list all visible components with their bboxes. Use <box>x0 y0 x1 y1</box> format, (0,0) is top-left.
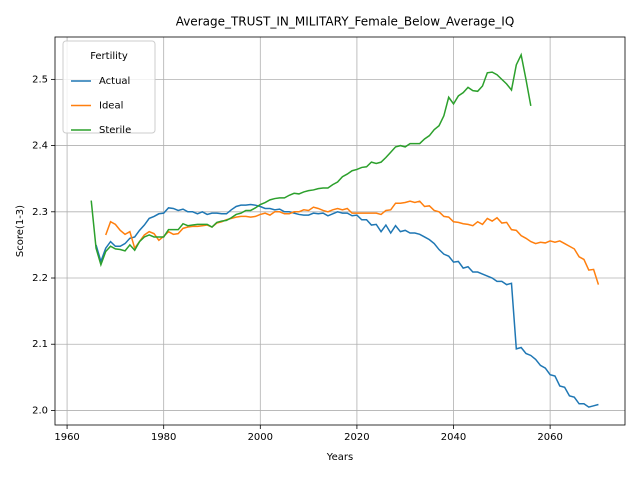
x-tick-label: 2020 <box>344 432 369 443</box>
legend-title: Fertility <box>90 51 128 62</box>
legend-label: Actual <box>99 76 130 87</box>
legend-box <box>62 40 156 134</box>
y-tick-label: 2.2 <box>32 273 48 284</box>
chart-title: Average_TRUST_IN_MILITARY_Female_Below_A… <box>176 15 515 29</box>
legend-label: Sterile <box>99 125 131 136</box>
x-tick-label: 2000 <box>248 432 273 443</box>
x-axis-label: Years <box>326 452 353 463</box>
series-line <box>90 52 532 268</box>
x-tick-label: 2040 <box>441 432 466 443</box>
x-tick-label: 1960 <box>54 432 79 443</box>
y-tick-label: 2.1 <box>32 339 48 350</box>
y-axis-label: Score(1-3) <box>15 205 26 257</box>
y-tick-label: 2.5 <box>32 74 48 85</box>
y-tick-label: 2.3 <box>32 207 48 218</box>
plot-frame <box>54 36 626 426</box>
x-tick-label: 1980 <box>151 432 176 443</box>
y-tick-label: 2.0 <box>32 405 48 416</box>
x-tick-label: 2060 <box>537 432 562 443</box>
series-line <box>95 203 599 408</box>
series-line <box>105 200 600 285</box>
legend-label: Ideal <box>99 101 123 112</box>
y-tick-label: 2.4 <box>32 141 48 152</box>
